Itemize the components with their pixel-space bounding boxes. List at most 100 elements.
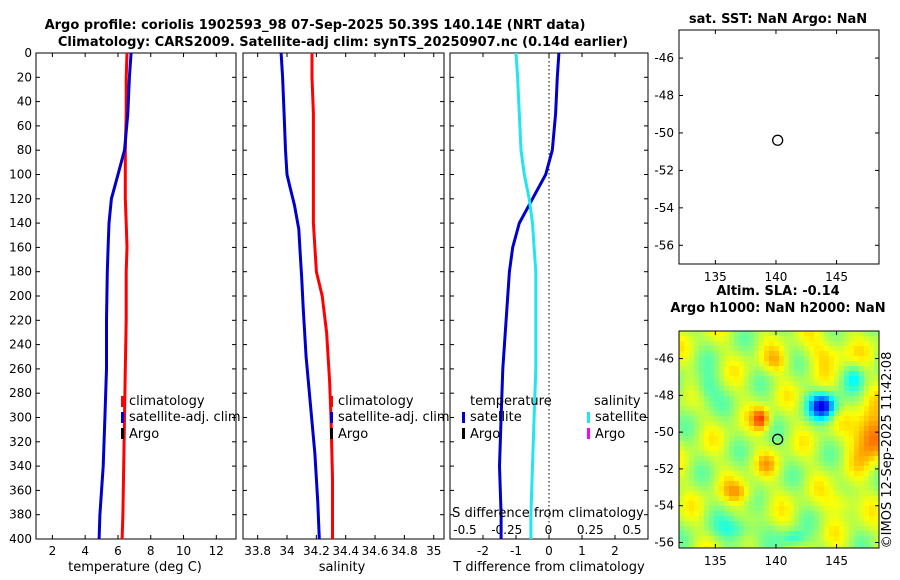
heatmap-cell (739, 406, 745, 412)
heatmap-cell (749, 416, 755, 422)
heatmap-cell (789, 511, 795, 517)
heatmap-cell (709, 356, 715, 362)
heatmap-cell (864, 521, 870, 527)
heatmap-cell (789, 406, 795, 412)
heatmap-cell (809, 451, 815, 457)
heatmap-cell (759, 391, 765, 397)
heatmap-cell (844, 426, 850, 432)
heatmap-cell (774, 351, 780, 357)
heatmap-cell (799, 541, 805, 547)
heatmap-cell (789, 391, 795, 397)
heatmap-cell (734, 361, 740, 367)
heatmap-cell (799, 376, 805, 382)
heatmap-cell (769, 331, 775, 337)
heatmap-cell (689, 341, 695, 347)
heatmap-cell (794, 436, 800, 442)
heatmap-cell (824, 406, 830, 412)
heatmap-cell (734, 511, 740, 517)
y-tick-label: 20 (17, 70, 32, 84)
heatmap-cell (774, 451, 780, 457)
heatmap-cell (694, 351, 700, 357)
heatmap-cell (809, 386, 815, 392)
heatmap-cell (714, 421, 720, 427)
heatmap-cell (834, 401, 840, 407)
heatmap-cell (824, 351, 830, 357)
heatmap-cell (814, 541, 820, 547)
heatmap-cell (729, 331, 735, 337)
heatmap-cell (734, 526, 740, 532)
heatmap-cell (864, 421, 870, 427)
heatmap-cell (709, 521, 715, 527)
heatmap-cell (829, 421, 835, 427)
heatmap-cell (684, 476, 690, 482)
t-difference-xlabel: T difference from climatology (452, 560, 645, 575)
heatmap-cell (774, 411, 780, 417)
heatmap-cell (739, 436, 745, 442)
map-x-tick-label: 140 (765, 554, 788, 568)
legend-label-t-satellite: satellite (470, 410, 522, 425)
heatmap-cell (874, 421, 879, 427)
heatmap-cell (774, 541, 780, 547)
heatmap-cell (844, 496, 850, 502)
heatmap-cell (809, 526, 815, 532)
heatmap-cell (849, 441, 855, 447)
heatmap-cell (869, 531, 875, 537)
heatmap-cell (784, 521, 790, 527)
heatmap-cell (694, 516, 700, 522)
heatmap-cell (794, 521, 800, 527)
heatmap-cell (719, 331, 725, 337)
heatmap-cell (744, 336, 750, 342)
heatmap-cell (829, 511, 835, 517)
heatmap-cell (769, 496, 775, 502)
heatmap-cell (854, 491, 860, 497)
heatmap-cell (869, 441, 875, 447)
heatmap-cell (809, 406, 815, 412)
heatmap-cell (839, 481, 845, 487)
heatmap-cell (739, 536, 745, 542)
heatmap-cell (714, 366, 720, 372)
heatmap-cell (794, 341, 800, 347)
heatmap-cell (844, 451, 850, 457)
heatmap-cell (759, 371, 765, 377)
heatmap-cell (734, 396, 740, 402)
heatmap-cell (834, 496, 840, 502)
heatmap-cell (809, 336, 815, 342)
heatmap-cell (804, 496, 810, 502)
heatmap-cell (704, 346, 710, 352)
heatmap-cell (779, 336, 785, 342)
heatmap-cell (684, 336, 690, 342)
y-tick-label: 340 (9, 459, 32, 473)
heatmap-cell (719, 431, 725, 437)
heatmap-cell (809, 416, 815, 422)
heatmap-cell (809, 491, 815, 497)
heatmap-cell (834, 536, 840, 542)
heatmap-cell (764, 406, 770, 412)
heatmap-cell (834, 411, 840, 417)
heatmap-cell (864, 526, 870, 532)
heatmap-cell (699, 336, 705, 342)
heatmap-cell (749, 436, 755, 442)
heatmap-cell (679, 536, 685, 542)
heatmap-cell (704, 371, 710, 377)
heatmap-cell (824, 461, 830, 467)
heatmap-cell (814, 521, 820, 527)
heatmap-cell (799, 476, 805, 482)
heatmap-cell (864, 401, 870, 407)
heatmap-cell (739, 341, 745, 347)
heatmap-cell (814, 416, 820, 422)
heatmap-cell (789, 486, 795, 492)
heatmap-cell (679, 351, 685, 357)
heatmap-cell (699, 531, 705, 537)
heatmap-cell (839, 521, 845, 527)
heatmap-cell (684, 446, 690, 452)
heatmap-cell (724, 421, 730, 427)
heatmap-cell (819, 391, 825, 397)
heatmap-cell (864, 366, 870, 372)
heatmap-cell (834, 511, 840, 517)
heatmap-cell (774, 461, 780, 467)
heatmap-cell (869, 481, 875, 487)
map-x-tick-label: 145 (825, 554, 848, 568)
heatmap-cell (824, 506, 830, 512)
heatmap-cell (694, 471, 700, 477)
heatmap-cell (854, 391, 860, 397)
